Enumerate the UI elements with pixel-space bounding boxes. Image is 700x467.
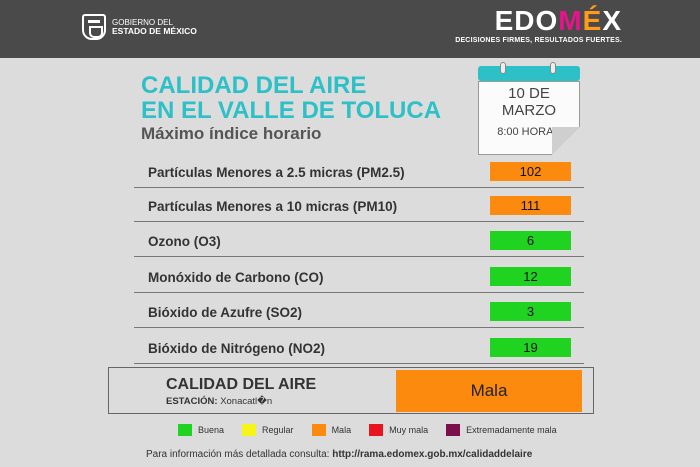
- pollutant-value: 111: [490, 196, 571, 215]
- calendar-ring-icon: [500, 62, 506, 74]
- station-label: ESTACIÓN:: [166, 396, 218, 407]
- pollutant-row-pm10: Partículas Menores a 10 micras (PM10) 11…: [134, 192, 584, 222]
- legend-item-buena: Buena: [178, 424, 224, 436]
- pollutant-value: 3: [490, 302, 571, 321]
- station-name: Xonacatl�n: [220, 396, 273, 407]
- pollutant-value: 102: [490, 162, 571, 181]
- calendar-month: MARZO: [501, 102, 557, 119]
- pollutant-row-so2: Bióxido de Azufre (SO2) 3: [134, 298, 584, 328]
- footer-note: Para información más detallada consulta:…: [146, 449, 532, 460]
- footer-link[interactable]: http://rama.edomex.gob.mx/calidaddelaire: [332, 449, 533, 460]
- gov-logo: GOBIERNO DEL ESTADO DE MÉXICO: [82, 14, 197, 40]
- pollutant-row-o3: Ozono (O3) 6: [134, 227, 584, 257]
- page-title: CALIDAD DEL AIRE EN EL VALLE DE TOLUCA M…: [141, 73, 441, 144]
- pollutant-label: Monóxido de Carbono (CO): [148, 270, 324, 285]
- pollutant-value: 19: [490, 338, 571, 357]
- summary-title: CALIDAD DEL AIRE: [166, 376, 317, 393]
- legend-swatch: [446, 424, 461, 436]
- calendar-ring-icon: [550, 62, 556, 74]
- pollutant-row-co: Monóxido de Carbono (CO) 12: [134, 263, 584, 293]
- calendar-time: 8:00 HORAS: [497, 126, 561, 138]
- legend: Buena Regular Mala Muy mala Extremadamen…: [178, 424, 575, 436]
- legend-swatch: [242, 424, 257, 436]
- air-quality-summary: CALIDAD DEL AIRE ESTACIÓN: Xonacatl�n Ma…: [108, 367, 594, 414]
- pollutant-label: Bióxido de Nitrógeno (NO2): [148, 341, 325, 356]
- legend-swatch: [311, 424, 326, 436]
- edomex-logo: EDOMÉX: [494, 5, 622, 36]
- state-seal-icon: [82, 14, 106, 40]
- page-fold-icon: [552, 127, 580, 155]
- pollutant-label: Ozono (O3): [148, 234, 221, 249]
- title-subtitle: Máximo índice horario: [141, 124, 322, 143]
- pollutant-label: Bióxido de Azufre (SO2): [148, 305, 303, 320]
- edomex-brand: EDOMÉX DECISIONES FIRMES, RESULTADOS FUE…: [455, 5, 622, 45]
- pollutant-row-pm25: Partículas Menores a 2.5 micras (PM2.5) …: [134, 158, 584, 188]
- tagline: DECISIONES FIRMES, RESULTADOS FUERTES.: [455, 37, 622, 44]
- legend-item-muy-mala: Muy mala: [369, 424, 428, 436]
- title-line2: EN EL VALLE DE TOLUCA: [141, 97, 442, 124]
- calendar-header: [478, 66, 580, 81]
- calendar-page: 10 DE MARZO 8:00 HORAS: [478, 81, 580, 155]
- legend-item-regular: Regular: [242, 424, 294, 436]
- title-line1: CALIDAD DEL AIRE: [141, 72, 367, 99]
- summary-value: Mala: [396, 370, 582, 412]
- header-bar: GOBIERNO DEL ESTADO DE MÉXICO EDOMÉX DEC…: [0, 0, 700, 58]
- footer-text: Para información más detallada consulta:: [146, 449, 330, 460]
- pollutant-value: 6: [490, 231, 571, 250]
- legend-swatch: [178, 424, 192, 436]
- gov-line1: GOBIERNO DEL: [112, 18, 173, 27]
- calendar-day: 10 DE: [508, 85, 550, 102]
- pollutant-label: Partículas Menores a 10 micras (PM10): [148, 199, 398, 214]
- calendar-icon: 10 DE MARZO 8:00 HORAS: [478, 62, 580, 156]
- pollutant-value: 12: [490, 267, 571, 286]
- gov-line2: ESTADO DE MÉXICO: [112, 26, 197, 36]
- pollutant-label: Partículas Menores a 2.5 micras (PM2.5): [148, 165, 405, 180]
- legend-item-mala: Mala: [311, 424, 351, 436]
- pollutant-row-no2: Bióxido de Nitrógeno (NO2) 19: [134, 334, 584, 364]
- legend-item-extremadamente-mala: Extremadamente mala: [446, 424, 557, 436]
- legend-swatch: [369, 424, 384, 436]
- station-info: ESTACIÓN: Xonacatl�n: [166, 396, 272, 407]
